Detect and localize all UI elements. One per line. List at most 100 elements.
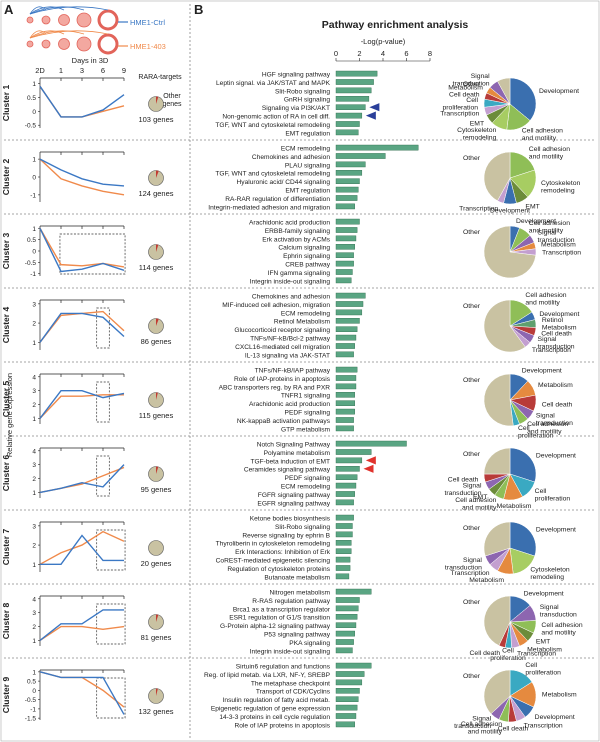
- spheroid-ctrl-4: [97, 9, 119, 31]
- plot-y-tick-label: -1: [30, 192, 36, 199]
- pathway-bar: [335, 466, 360, 472]
- pathway-label: Reg. of lipid metab. via LXR, NF-Y, SREB…: [204, 672, 331, 679]
- plot-y-tick-label: 4: [32, 374, 36, 381]
- pie-label: Transcription: [542, 250, 581, 257]
- pathway-bar: [335, 622, 357, 628]
- pathway-bar: [335, 408, 355, 415]
- pathway-label: ABC transporters reg. by RA and PXR: [219, 384, 331, 391]
- pathway-bar: [335, 218, 360, 225]
- plot-y-tick-label: -1: [30, 706, 36, 713]
- pie-label: EMT: [470, 120, 484, 127]
- pathway-bar: [335, 153, 386, 159]
- plot-y-tick-label: 3: [32, 462, 36, 469]
- rara-pie-other: [148, 540, 164, 556]
- pie-label: Cell adhesion: [461, 721, 502, 728]
- pathway-bar: [335, 713, 357, 719]
- pie-label: transduction: [453, 81, 490, 88]
- series-line-hme1-403: [39, 530, 125, 565]
- pathway-label: HGF signaling pathway: [262, 72, 331, 79]
- legend-label-exp: HME1-403: [130, 42, 166, 51]
- pvalue-tick-label: 2: [357, 49, 361, 58]
- pathway-bar: [335, 588, 372, 595]
- timeline-arrow-exp-2: [29, 30, 65, 39]
- pie-label: transduction: [540, 612, 577, 619]
- pie-label: Cell adhesion: [529, 220, 570, 227]
- pvalue-tick-label: 4: [381, 49, 385, 58]
- highlight-box: [96, 455, 110, 497]
- pathway-label: TGF, WNT and cytoskeletal remodeling: [215, 171, 330, 178]
- pathway-bar: [335, 614, 358, 620]
- plot-y-tick-label: -0.5: [25, 260, 37, 267]
- pie-label: remodeling: [463, 134, 497, 141]
- pie-label: Transcription: [517, 651, 556, 658]
- pie-label: Transcription: [532, 347, 571, 354]
- cluster-name: Cluster 9: [1, 677, 11, 714]
- pathway-bar: [335, 523, 353, 529]
- pie-label: and motility: [527, 428, 562, 435]
- pie-label: and motility: [529, 227, 564, 234]
- enrichment-title: Pathway enrichment analysis: [322, 19, 469, 31]
- pathway-label: Insulin regulation of fatty acid metab.: [223, 697, 331, 704]
- pathway-bar: [335, 309, 363, 316]
- pathway-bar: [335, 548, 352, 554]
- pie-label: Other: [463, 673, 481, 680]
- day-tick-label: 2D: [35, 66, 45, 75]
- pathway-label: EGFR signaling pathway: [257, 500, 330, 507]
- highlight-box: [96, 381, 110, 423]
- pathway-label: Epigenetic regulation of gene expression: [211, 706, 330, 713]
- pie-label: transduction: [444, 490, 481, 497]
- pie-label: Retinol: [542, 317, 564, 324]
- rara-label: RARA-targets: [138, 74, 182, 81]
- pathway-bar: [335, 334, 357, 341]
- plot-y-tick-label: 0.5: [27, 95, 36, 102]
- cluster-name: Cluster 2: [1, 159, 11, 196]
- pie-label: and motility: [468, 728, 503, 735]
- pathway-label: Integrin inside-out signaling: [250, 278, 331, 285]
- pathway-label: ECM remodeling: [281, 146, 330, 153]
- pie-label: transduction: [445, 565, 482, 572]
- highlight-arrow: [365, 456, 376, 465]
- pathway-bar: [335, 662, 372, 669]
- plot-y-tick-label: 3: [32, 388, 36, 395]
- plot-y-tick-label: -0.5: [25, 123, 37, 130]
- highlight-box: [96, 529, 126, 571]
- pvalue-tick-label: 6: [404, 49, 408, 58]
- plot-y-tick-label: 1: [32, 340, 36, 347]
- gene-count: 124 genes: [138, 189, 173, 198]
- pathway-bar: [335, 565, 351, 571]
- plot-y-tick-label: 0.5: [27, 237, 36, 244]
- gene-count: 81 genes: [141, 633, 172, 642]
- pathway-label: EMT regulation: [285, 188, 330, 195]
- cluster-name: Cluster 7: [1, 529, 11, 566]
- pie-label: transduction: [454, 723, 491, 730]
- day-tick-label: 9: [122, 66, 126, 75]
- pathway-label: IL-13 signaling via JAK-STAT: [245, 352, 330, 359]
- pie-label: and motility: [462, 504, 497, 511]
- pie-label: Development: [522, 368, 562, 375]
- gene-count: 20 genes: [141, 559, 172, 568]
- pathway-label: 14-3-3 proteins in cell cycle regulation: [219, 714, 330, 721]
- highlight-arrow: [363, 464, 374, 473]
- panel-b-label: B: [194, 2, 203, 17]
- pathway-label: Slit-Robo signaling: [275, 88, 330, 95]
- pie-label: Cell death: [448, 477, 479, 484]
- spheroid-exp-0: [26, 40, 34, 48]
- pathway-label: Non-genomic action of RA in cell diff.: [222, 114, 330, 121]
- pathway-label: PEDF signaling: [285, 410, 331, 417]
- plot-y-tick-label: 1: [32, 638, 36, 645]
- pie-label: remodeling: [530, 574, 564, 581]
- pie-slice: [483, 373, 514, 427]
- pie-label: remodeling: [541, 187, 575, 194]
- pie-label: Signal: [536, 413, 555, 420]
- pie-label: Cell: [466, 97, 478, 104]
- plot-y-tick-label: 3: [32, 610, 36, 617]
- pie-label: Other: [463, 377, 481, 384]
- plot-y-tick-label: 1: [32, 669, 36, 676]
- pathway-bar: [335, 671, 365, 677]
- pathway-label: The metaphase checkpoint: [251, 680, 330, 687]
- pathway-label: Arachidonic acid production: [249, 220, 330, 227]
- pathway-label: Integrin-mediated adhesion and migration: [208, 204, 330, 211]
- pie-slice: [509, 77, 537, 121]
- pathway-bar: [335, 178, 360, 185]
